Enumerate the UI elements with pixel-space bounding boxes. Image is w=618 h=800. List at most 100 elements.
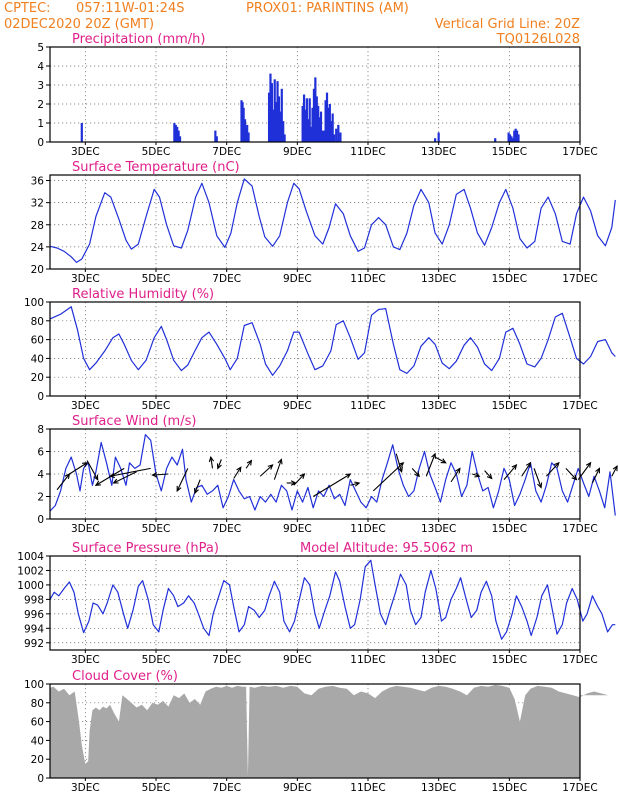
press-ytick-label: 1000 bbox=[17, 580, 44, 592]
press-panel: 992 994 996 998 1000 1002 1004 3DEC 5DEC 7DEC 9DEC… bbox=[17, 541, 616, 666]
temp-frame bbox=[49, 174, 581, 270]
wind-arrow-head bbox=[525, 461, 532, 468]
cloud-xtick-label: 9DEC bbox=[283, 782, 312, 794]
precip-bar bbox=[318, 117, 321, 142]
precip-bar bbox=[272, 109, 275, 142]
wind-arrow-shaft bbox=[565, 467, 577, 481]
wind-arrow bbox=[350, 481, 361, 487]
precip-xtick-label: 3DEC bbox=[71, 146, 100, 158]
wind-xtick-label: 11DEC bbox=[350, 523, 385, 535]
wind-arrow-head bbox=[354, 481, 361, 487]
rh-xtick-label: 11DEC bbox=[350, 400, 385, 412]
wind-arrow bbox=[434, 456, 447, 464]
precip-bar bbox=[507, 132, 510, 142]
wind-arrow bbox=[565, 467, 578, 481]
rh-xtick-label: 15DEC bbox=[492, 400, 527, 412]
wind-arrow-head bbox=[216, 463, 222, 470]
precip-bar bbox=[317, 105, 320, 142]
precip-bar bbox=[325, 92, 329, 142]
wind-arrow-head bbox=[176, 485, 182, 493]
precip-xtick-label: 15DEC bbox=[492, 146, 527, 158]
precip-bar bbox=[319, 111, 323, 142]
wind-arrow bbox=[273, 458, 283, 480]
precip-bar bbox=[305, 98, 308, 142]
rh-xtick-label: 9DEC bbox=[283, 400, 312, 412]
cloud-ytick-label: 20 bbox=[31, 754, 44, 766]
precip-bar bbox=[331, 113, 334, 142]
temp-panel: 20 24 28 32 36 3DEC 5DEC 7DEC 9DEC 11DEC 13DEC 15DE… bbox=[31, 160, 616, 285]
wind-arrow bbox=[312, 473, 352, 497]
press-ytick-label: 998 bbox=[24, 594, 44, 606]
wind-xtick-label: 3DEC bbox=[71, 523, 100, 535]
rh-ytick-label: 60 bbox=[31, 335, 44, 347]
press-xtick-label: 7DEC bbox=[212, 654, 241, 666]
precip-xtick-label: 11DEC bbox=[350, 146, 385, 158]
wind-arrow bbox=[395, 453, 403, 474]
precip-bar bbox=[322, 130, 325, 142]
cloud-ytick-label: 0 bbox=[37, 773, 44, 785]
wind-ytick-label: 6 bbox=[37, 447, 44, 459]
press-series-line bbox=[49, 559, 616, 640]
precip-bar bbox=[310, 126, 313, 142]
wind-arrow-shaft bbox=[176, 468, 189, 492]
precip-bar bbox=[176, 126, 179, 142]
wind-arrow bbox=[233, 466, 242, 479]
wind-arrow-head bbox=[82, 462, 89, 468]
wind-arrow-head bbox=[267, 464, 274, 470]
wind-xtick-label: 15DEC bbox=[492, 523, 527, 535]
temp-ytick-label: 28 bbox=[31, 220, 44, 232]
precip-bar bbox=[80, 123, 83, 142]
precip-ytick-label: 4 bbox=[37, 61, 44, 73]
wind-arrow-shaft bbox=[591, 468, 600, 484]
rh-xtick-label: 7DEC bbox=[212, 400, 241, 412]
precip-bar bbox=[332, 134, 336, 142]
wind-arrow-head bbox=[64, 473, 71, 480]
wind-arrow bbox=[245, 459, 253, 469]
wind-arrow-head bbox=[571, 474, 578, 481]
precip-title: Precipitation (mm/h) bbox=[72, 32, 205, 47]
wind-arrow-shaft bbox=[372, 462, 404, 492]
wind-arrow-head bbox=[455, 467, 461, 474]
wind-xtick-label: 7DEC bbox=[212, 523, 241, 535]
precip-bar bbox=[308, 98, 311, 142]
temp-xtick-label: 13DEC bbox=[421, 273, 456, 285]
precip-bar bbox=[511, 138, 514, 142]
rh-ytick-label: 100 bbox=[24, 297, 44, 309]
precip-bar bbox=[177, 130, 180, 142]
wind-arrow bbox=[293, 473, 306, 486]
wind-ytick-label: 2 bbox=[37, 492, 44, 504]
temp-xtick-label: 15DEC bbox=[492, 273, 527, 285]
precip-ytick-label: 1 bbox=[37, 118, 44, 130]
precip-bar bbox=[178, 136, 182, 142]
wind-xtick-label: 13DEC bbox=[421, 523, 456, 535]
temp-xtick-label: 5DEC bbox=[142, 273, 171, 285]
wind-arrow-shaft bbox=[109, 467, 151, 477]
wind-arrow-head bbox=[486, 473, 493, 480]
precip-bar bbox=[267, 92, 271, 142]
wind-arrow bbox=[484, 470, 493, 480]
press-ytick-label: 994 bbox=[24, 623, 44, 635]
precip-bar bbox=[312, 88, 316, 142]
wind-arrow-head bbox=[345, 473, 352, 479]
wind-arrow bbox=[546, 461, 560, 477]
wind-arrow bbox=[193, 479, 201, 495]
wind-arrow-shaft bbox=[611, 465, 618, 477]
cloud-xtick-label: 17DEC bbox=[562, 782, 597, 794]
precip-bar bbox=[434, 138, 437, 142]
precip-bar bbox=[315, 96, 318, 142]
cloud-xtick-label: 3DEC bbox=[71, 782, 100, 794]
precip-xtick-label: 7DEC bbox=[212, 146, 241, 158]
wind-arrow-head bbox=[94, 480, 101, 486]
rh-ytick-label: 20 bbox=[31, 372, 44, 384]
temp-xtick-label: 11DEC bbox=[350, 273, 385, 285]
precip-bar bbox=[339, 132, 342, 142]
precip-bar bbox=[514, 128, 517, 142]
precip-bar bbox=[494, 138, 497, 142]
wind-ytick-label: 0 bbox=[37, 514, 44, 526]
wind-arrow bbox=[450, 467, 461, 483]
wind-arrow-head bbox=[93, 474, 99, 481]
wind-arrow-head bbox=[277, 458, 283, 465]
cloud-frame bbox=[49, 683, 581, 779]
press-xtick-label: 17DEC bbox=[562, 654, 597, 666]
